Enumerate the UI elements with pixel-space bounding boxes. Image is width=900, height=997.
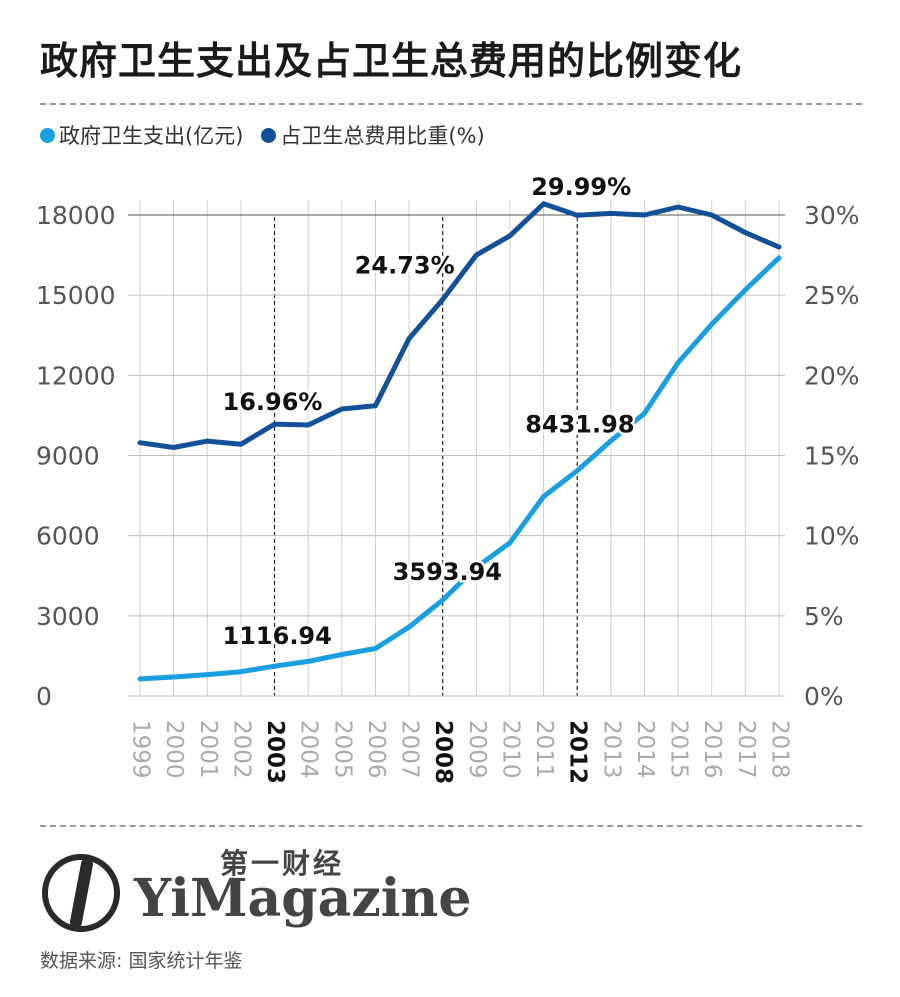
data-label: 29.99% <box>531 173 631 201</box>
yimagazine-logo-icon <box>42 854 120 932</box>
data-label-halo: 29.99% <box>531 173 631 201</box>
legend-dot-ratio <box>261 127 277 143</box>
x-axis-year-label: 2012 <box>565 720 591 784</box>
x-axis-year-label: 2007 <box>397 720 423 779</box>
x-axis-year-label: 2013 <box>598 720 624 779</box>
data-label-halo: 1116.94 <box>223 622 332 650</box>
x-axis-year-label: 2010 <box>497 720 523 779</box>
right-axis-tick-label: 20% <box>804 361 860 390</box>
top-divider <box>40 103 862 105</box>
bottom-divider <box>40 825 862 827</box>
right-axis-tick-label: 30% <box>804 201 860 230</box>
legend-item-spending: 政府卫生支出(亿元) <box>40 120 243 150</box>
data-label: 24.73% <box>355 251 455 279</box>
x-axis-year-label: 2004 <box>296 720 322 779</box>
x-axis-year-label: 2006 <box>363 720 389 779</box>
data-label-halo: 24.73% <box>355 251 455 279</box>
right-axis-tick-label: 0% <box>804 682 844 711</box>
left-axis-tick-label: 18000 <box>36 201 116 230</box>
data-label: 3593.94 <box>393 558 502 586</box>
x-axis-year-label: 2001 <box>195 720 221 779</box>
chart-title: 政府卫生支出及占卫生总费用的比例变化 <box>40 39 743 83</box>
series-line-ratio <box>137 201 782 450</box>
x-axis-year-label: 2015 <box>666 720 692 779</box>
legend-label-spending: 政府卫生支出(亿元) <box>59 124 244 148</box>
data-label-halo: 8431.98 <box>525 411 634 439</box>
x-axis-year-label: 2002 <box>228 720 254 779</box>
series-line-spending <box>137 255 782 682</box>
left-axis-tick-label: 9000 <box>36 442 100 471</box>
left-axis-tick-label: 15000 <box>36 281 116 310</box>
data-label: 1116.94 <box>223 622 332 650</box>
legend-dot-spending <box>40 127 55 143</box>
left-axis-tick-label: 12000 <box>36 361 116 390</box>
x-axis-year-label: 2008 <box>430 720 456 784</box>
data-source-note: 数据来源: 国家统计年鉴 <box>40 950 243 972</box>
x-axis-year-label: 1999 <box>128 720 154 779</box>
left-axis-tick-label: 3000 <box>36 602 100 631</box>
legend-label-ratio: 占卫生总费用比重(%) <box>280 124 485 148</box>
data-label: 8431.98 <box>525 411 634 439</box>
x-axis-year-label: 2000 <box>161 720 187 779</box>
right-axis-tick-label: 10% <box>804 522 860 551</box>
x-axis-year-label: 2016 <box>699 720 725 779</box>
data-label-halo: 16.96% <box>223 388 323 416</box>
right-axis-tick-label: 5% <box>804 602 844 631</box>
data-label: 16.96% <box>223 388 323 416</box>
legend: 政府卫生支出(亿元) 占卫生总费用比重(%) <box>40 120 503 150</box>
right-axis-tick-label: 25% <box>804 281 860 310</box>
line-chart: 0 3000 6000 9000 12000 15000 18000 0% 5% 10% 15% 20… <box>36 173 860 785</box>
brand-chinese-name: 第一财经 <box>220 847 345 880</box>
x-axis-year-label: 2017 <box>733 720 759 779</box>
x-axis-year-label: 2009 <box>464 720 490 779</box>
x-axis-year-label: 2018 <box>767 720 793 779</box>
left-axis-tick-label: 6000 <box>36 522 100 551</box>
x-axis-year-label: 2011 <box>531 720 557 779</box>
x-axis-year-label: 2005 <box>329 720 355 779</box>
right-axis-tick-label: 15% <box>804 442 860 471</box>
legend-item-ratio: 占卫生总费用比重(%) <box>261 120 485 150</box>
x-axis-year-label: 2014 <box>632 720 658 779</box>
left-axis-tick-label: 0 <box>36 682 52 711</box>
brand-english-name: YiMagazine <box>134 868 472 929</box>
x-axis-year-label: 2003 <box>262 720 288 784</box>
data-label-halo: 3593.94 <box>393 558 502 586</box>
